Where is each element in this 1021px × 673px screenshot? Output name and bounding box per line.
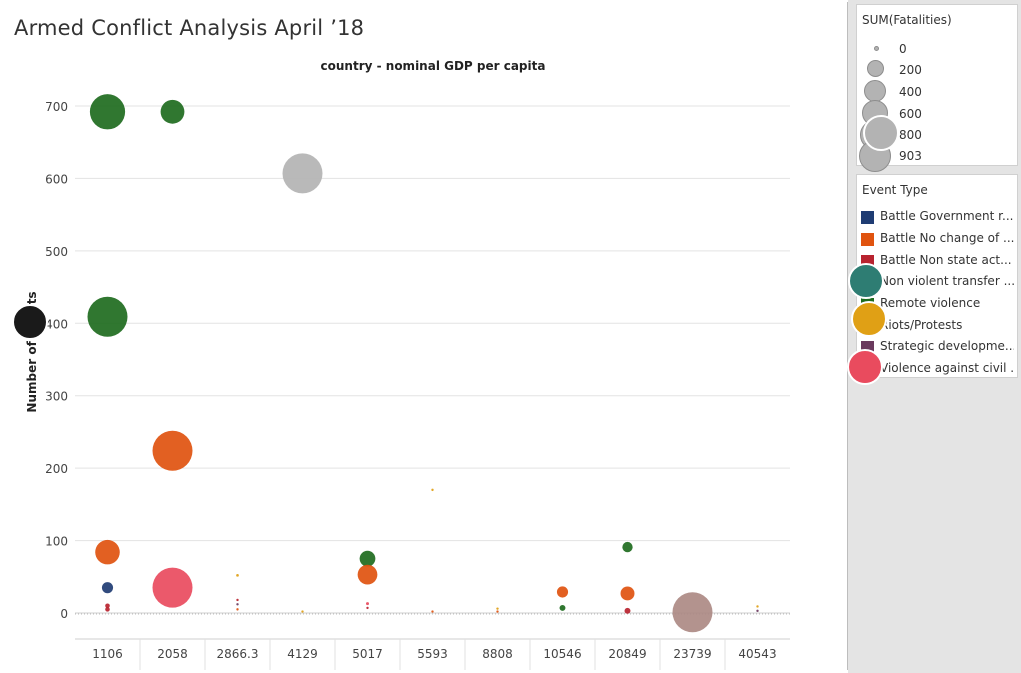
data-point [366,602,369,606]
scatter-chart: country - nominal GDP per capita 0 100 200 3… [25,59,790,670]
y-axis-label: Number of Events [25,291,39,412]
legend-label: Battle Non state act... [880,253,1012,267]
x-tick-label: 20849 [608,647,646,661]
data-point [95,539,120,565]
x-tick-label: 5593 [417,647,448,661]
data-point [236,598,239,602]
legend-panel: SUM(Fatalities) 0 200 400 600 800 903 Ev… [848,0,1021,673]
data-point [366,606,369,610]
legend-item-battle-government[interactable]: Battle Government r... [857,207,1017,228]
x-tick-label: 1106 [92,647,123,661]
data-point [431,488,434,492]
legend-label: Battle No change of ... [880,231,1014,245]
data-point [89,94,126,130]
x-tick-label: 5017 [352,647,383,661]
chart-title: country - nominal GDP per capita [321,59,546,73]
legend-swatch [861,276,874,289]
legend-item-remote-violence[interactable]: Remote violence [857,294,1017,315]
size-legend-label: 0 [899,42,907,56]
x-tick-label: 40543 [738,647,776,661]
y-tick-label: 300 [45,390,68,404]
size-legend-label: 800 [899,128,922,142]
size-legend-item: 200 [857,60,1017,81]
x-tick-label: 8808 [482,647,513,661]
data-point [559,604,566,611]
data-point [236,608,239,611]
data-point [556,586,569,598]
size-legend-dot [867,60,884,77]
y-tick-label: 500 [45,245,68,259]
y-tick-label: 200 [45,462,68,476]
data-point [152,430,193,471]
size-legend-label: 200 [899,63,922,77]
y-tick-label: 700 [45,100,68,114]
size-legend-item: 903 [857,140,1017,172]
data-point [87,296,128,337]
data-point [301,610,304,613]
size-legend-dot [874,46,879,51]
x-tick-label: 4129 [287,647,318,661]
data-point [496,607,499,610]
x-tick-label: 10546 [543,647,581,661]
y-tick-label: 600 [45,172,68,186]
legend-swatch [861,341,874,354]
data-point [105,603,110,609]
legend-item-violence-against-civilians[interactable]: Violence against civil ... [857,359,1017,380]
event-type-legend-title: Event Type [862,183,928,197]
data-point [496,610,499,613]
legend-label: Battle Government r... [880,209,1014,223]
data-point [756,605,759,608]
size-legend-label: 600 [899,107,922,121]
legend-swatch [861,233,874,246]
legend-swatch [861,320,874,333]
legend-swatch [861,255,874,268]
data-point [624,607,631,614]
y-tick-label: 400 [45,317,68,331]
legend-item-battle-no-change[interactable]: Battle No change of ... [857,229,1017,250]
legend-swatch [861,211,874,224]
legend-label: Remote violence [880,296,981,310]
data-point [672,592,713,633]
size-legend-item: 400 [857,80,1017,103]
event-type-legend[interactable]: Event Type Battle Government r... Battle… [856,174,1018,378]
data-point [236,603,239,606]
size-legend-item: 0 [857,39,1017,60]
legend-item-strategic-developments[interactable]: Strategic developme... [857,337,1017,358]
legend-label: Non violent transfer ... [880,274,1014,288]
legend-item-battle-non-state[interactable]: Battle Non state act... [857,251,1017,272]
data-point [622,541,633,553]
x-tick-label: 2866.3 [217,647,259,661]
size-legend-title: SUM(Fatalities) [862,13,952,27]
data-point [236,574,239,577]
legend-label: Strategic developme... [880,339,1014,353]
legend-item-riots-protests[interactable]: Riots/Protests [857,316,1017,337]
data-point [152,567,193,608]
legend-swatch [861,298,874,311]
data-point [282,153,323,194]
size-legend-label: 903 [899,149,922,163]
data-point [101,582,114,594]
data-point [359,550,376,567]
chart-frame: country - nominal GDP per capita 0 100 200 3… [2,2,848,670]
data-point [620,586,635,601]
data-point [357,564,378,585]
legend-label: Violence against civil ... [880,361,1014,375]
dashboard-title: Armed Conflict Analysis April ’18 [14,16,365,40]
legend-item-non-violent-transfer[interactable]: Non violent transfer ... [857,272,1017,293]
size-legend-dot [859,140,891,172]
y-tick-label: 0 [60,607,68,621]
data-point [756,609,759,613]
x-tick-label: 2058 [157,647,188,661]
legend-swatch [861,363,874,376]
data-point [160,99,185,124]
size-legend[interactable]: SUM(Fatalities) 0 200 400 600 800 903 [856,4,1018,172]
x-tick-label: 23739 [673,647,711,661]
y-tick-label: 100 [45,535,68,549]
size-legend-dot [864,80,886,102]
data-point [431,610,434,613]
data-point [105,607,110,612]
size-legend-label: 400 [899,85,922,99]
legend-label: Riots/Protests [880,318,963,332]
